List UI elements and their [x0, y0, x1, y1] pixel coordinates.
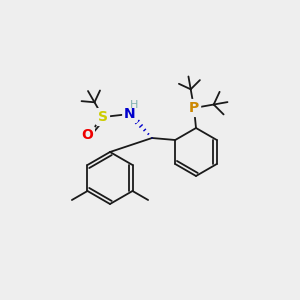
Text: S: S [98, 110, 108, 124]
Text: N: N [124, 107, 136, 121]
Text: H: H [130, 100, 138, 110]
Text: P: P [189, 101, 199, 115]
Text: O: O [81, 128, 93, 142]
